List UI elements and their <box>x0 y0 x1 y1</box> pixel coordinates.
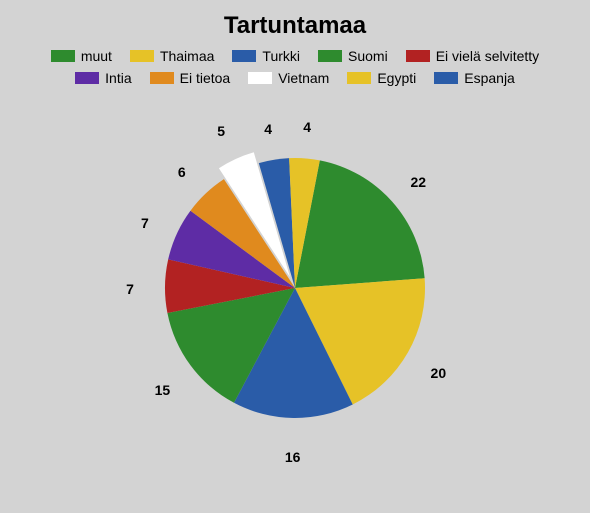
slice-value-label: 7 <box>141 215 149 231</box>
legend-swatch <box>51 50 75 62</box>
legend: muut Thaimaa Turkki Suomi Ei vielä selvitett… <box>20 48 570 86</box>
legend-swatch <box>150 72 174 84</box>
chart-title: Tartuntamaa <box>20 12 570 40</box>
legend-swatch <box>232 50 256 62</box>
legend-item: muut <box>51 48 112 64</box>
legend-item: Ei tietoa <box>150 70 231 86</box>
legend-label: Ei vielä selvitetty <box>436 48 539 64</box>
legend-label: Turkki <box>262 48 300 64</box>
legend-label: Ei tietoa <box>180 70 231 86</box>
legend-item: Suomi <box>318 48 388 64</box>
legend-label: Vietnam <box>278 70 329 86</box>
legend-swatch <box>248 72 272 84</box>
legend-label: Thaimaa <box>160 48 214 64</box>
slice-value-label: 4 <box>264 121 272 137</box>
legend-swatch <box>318 50 342 62</box>
legend-label: Egypti <box>377 70 416 86</box>
legend-swatch <box>347 72 371 84</box>
legend-label: Espanja <box>464 70 515 86</box>
legend-item: Turkki <box>232 48 300 64</box>
legend-item: Intia <box>75 70 131 86</box>
slice-value-label: 4 <box>303 119 311 135</box>
legend-item: Espanja <box>434 70 515 86</box>
legend-item: Ei vielä selvitetty <box>406 48 539 64</box>
legend-item: Egypti <box>347 70 416 86</box>
legend-label: Intia <box>105 70 131 86</box>
legend-label: muut <box>81 48 112 64</box>
slice-value-label: 22 <box>411 174 427 190</box>
slice-value-label: 15 <box>155 382 171 398</box>
chart-area: 22 20 16 15 7 7 6 5 4 4 <box>20 94 570 474</box>
legend-swatch <box>75 72 99 84</box>
legend-label: Suomi <box>348 48 388 64</box>
chart-container: Tartuntamaa muut Thaimaa Turkki Suomi Ei vie… <box>0 0 590 513</box>
legend-item: Thaimaa <box>130 48 214 64</box>
slice-value-label: 16 <box>285 449 301 465</box>
slice-value-label: 7 <box>126 281 134 297</box>
legend-swatch <box>130 50 154 62</box>
legend-swatch <box>434 72 458 84</box>
slice-value-label: 6 <box>178 164 186 180</box>
slice-value-label: 20 <box>431 365 447 381</box>
legend-swatch <box>406 50 430 62</box>
legend-item: Vietnam <box>248 70 329 86</box>
slice-value-label: 5 <box>217 123 225 139</box>
